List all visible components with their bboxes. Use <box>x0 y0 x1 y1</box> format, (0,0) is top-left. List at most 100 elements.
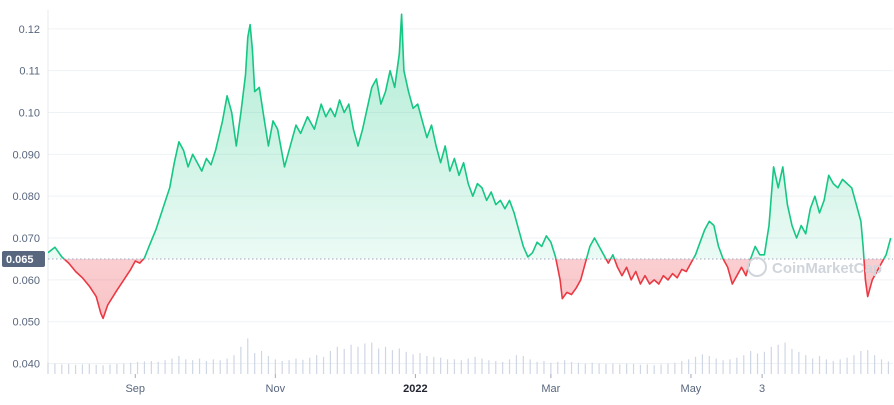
volume-bar <box>626 363 628 374</box>
volume-bar <box>515 355 518 374</box>
volume-bar <box>688 359 690 374</box>
volume-bar <box>405 351 407 374</box>
area-above-baseline <box>48 14 891 259</box>
volume-bar <box>47 362 49 374</box>
volume-bar <box>508 359 511 374</box>
volume-bar <box>426 356 428 374</box>
current-price-label: 0.065 <box>2 250 45 267</box>
volume-bar <box>825 359 828 374</box>
volume-bar <box>529 359 531 374</box>
current-price-value: 0.065 <box>6 254 34 266</box>
volume-bar <box>584 363 586 374</box>
volume-bar <box>446 359 449 374</box>
volume-bar <box>316 355 318 374</box>
volume-bar <box>763 351 766 374</box>
volume-bar <box>846 357 848 374</box>
volume-bar <box>488 360 490 374</box>
volume-bar <box>143 361 146 374</box>
volume-bar <box>736 357 738 374</box>
volume-bar <box>192 360 194 374</box>
price-line-up <box>48 13 892 259</box>
volume-bar <box>577 362 580 374</box>
volume-bar <box>391 350 394 374</box>
volume-bar <box>343 348 345 374</box>
volume-bar <box>874 355 876 374</box>
volume-bar <box>68 363 70 374</box>
volume-bar <box>329 350 332 374</box>
volume-bar <box>157 361 159 374</box>
volume-bar <box>123 363 125 374</box>
volume-bar <box>598 363 600 374</box>
volume-bar <box>715 358 717 374</box>
volume-bar <box>612 363 614 374</box>
volume-bar <box>198 358 201 374</box>
volume-bar <box>74 364 77 374</box>
volume-bar <box>178 356 180 374</box>
volume-bar <box>722 360 724 374</box>
volume-bar <box>116 363 118 374</box>
volume-bar <box>81 364 84 374</box>
volume-bar <box>433 356 435 374</box>
volume-bar <box>867 350 869 374</box>
volume-bar <box>233 355 235 374</box>
volume-bar <box>336 346 338 374</box>
watermark-text: CoinMarketCap <box>772 260 882 277</box>
volume-bar <box>247 338 249 374</box>
volume-bar <box>667 363 669 374</box>
volume-bar <box>267 356 270 374</box>
volume-bar <box>798 351 800 374</box>
volume-bar <box>729 359 731 374</box>
volume-bar <box>240 346 242 374</box>
y-tick-label: 0.10 <box>19 108 40 120</box>
volume-bar <box>398 348 400 374</box>
volume-bar <box>557 361 559 374</box>
y-tick-label: 0.12 <box>19 24 40 36</box>
volume-bar <box>495 361 497 374</box>
volume-bar <box>481 358 483 374</box>
volume-bar <box>694 356 697 374</box>
volume-bar <box>212 359 214 374</box>
x-axis-ticks: Sep Nov 2022 Mar May 3 <box>125 374 765 395</box>
volume-bar <box>219 360 221 374</box>
y-tick-label: 0.090 <box>12 149 40 161</box>
x-tick-label: Nov <box>266 383 286 395</box>
volume-bar <box>632 363 635 374</box>
volume-bar <box>378 348 380 374</box>
y-tick-label: 0.070 <box>12 233 40 245</box>
volume-bar <box>750 350 752 374</box>
y-tick-label: 0.11 <box>19 66 40 78</box>
volume-bar <box>887 361 890 374</box>
volume-bar <box>639 364 642 374</box>
volume-bar <box>281 361 283 374</box>
volume-bar <box>805 355 807 374</box>
volume-bar <box>674 362 676 374</box>
volume-bars <box>47 338 890 374</box>
volume-bar <box>708 356 710 374</box>
volume-bar <box>853 355 855 374</box>
volume-bar <box>254 353 256 374</box>
volume-bar <box>467 358 469 374</box>
y-tick-label: 0.040 <box>12 359 40 371</box>
volume-bar <box>130 362 132 374</box>
volume-bar <box>109 364 111 374</box>
x-tick-label: 2022 <box>403 383 427 395</box>
volume-bar <box>646 364 648 374</box>
volume-bar <box>839 359 841 374</box>
volume-bar <box>185 359 187 374</box>
volume-bar <box>653 365 655 374</box>
volume-bar <box>309 357 311 374</box>
volume-bar <box>777 344 779 374</box>
volume-bar <box>681 361 683 374</box>
volume-bar <box>701 354 704 374</box>
volume-bar <box>150 361 152 374</box>
x-tick-label: Sep <box>125 383 145 395</box>
volume-bar <box>350 344 352 374</box>
volume-bar <box>812 358 814 374</box>
volume-bar <box>412 354 414 374</box>
volume-bar <box>660 364 662 374</box>
volume-bar <box>460 360 462 374</box>
volume-bar <box>357 346 359 374</box>
coinmarketcap-watermark: CoinMarketCap <box>747 257 882 277</box>
x-tick-label: 3 <box>759 383 765 395</box>
volume-bar <box>756 353 759 374</box>
